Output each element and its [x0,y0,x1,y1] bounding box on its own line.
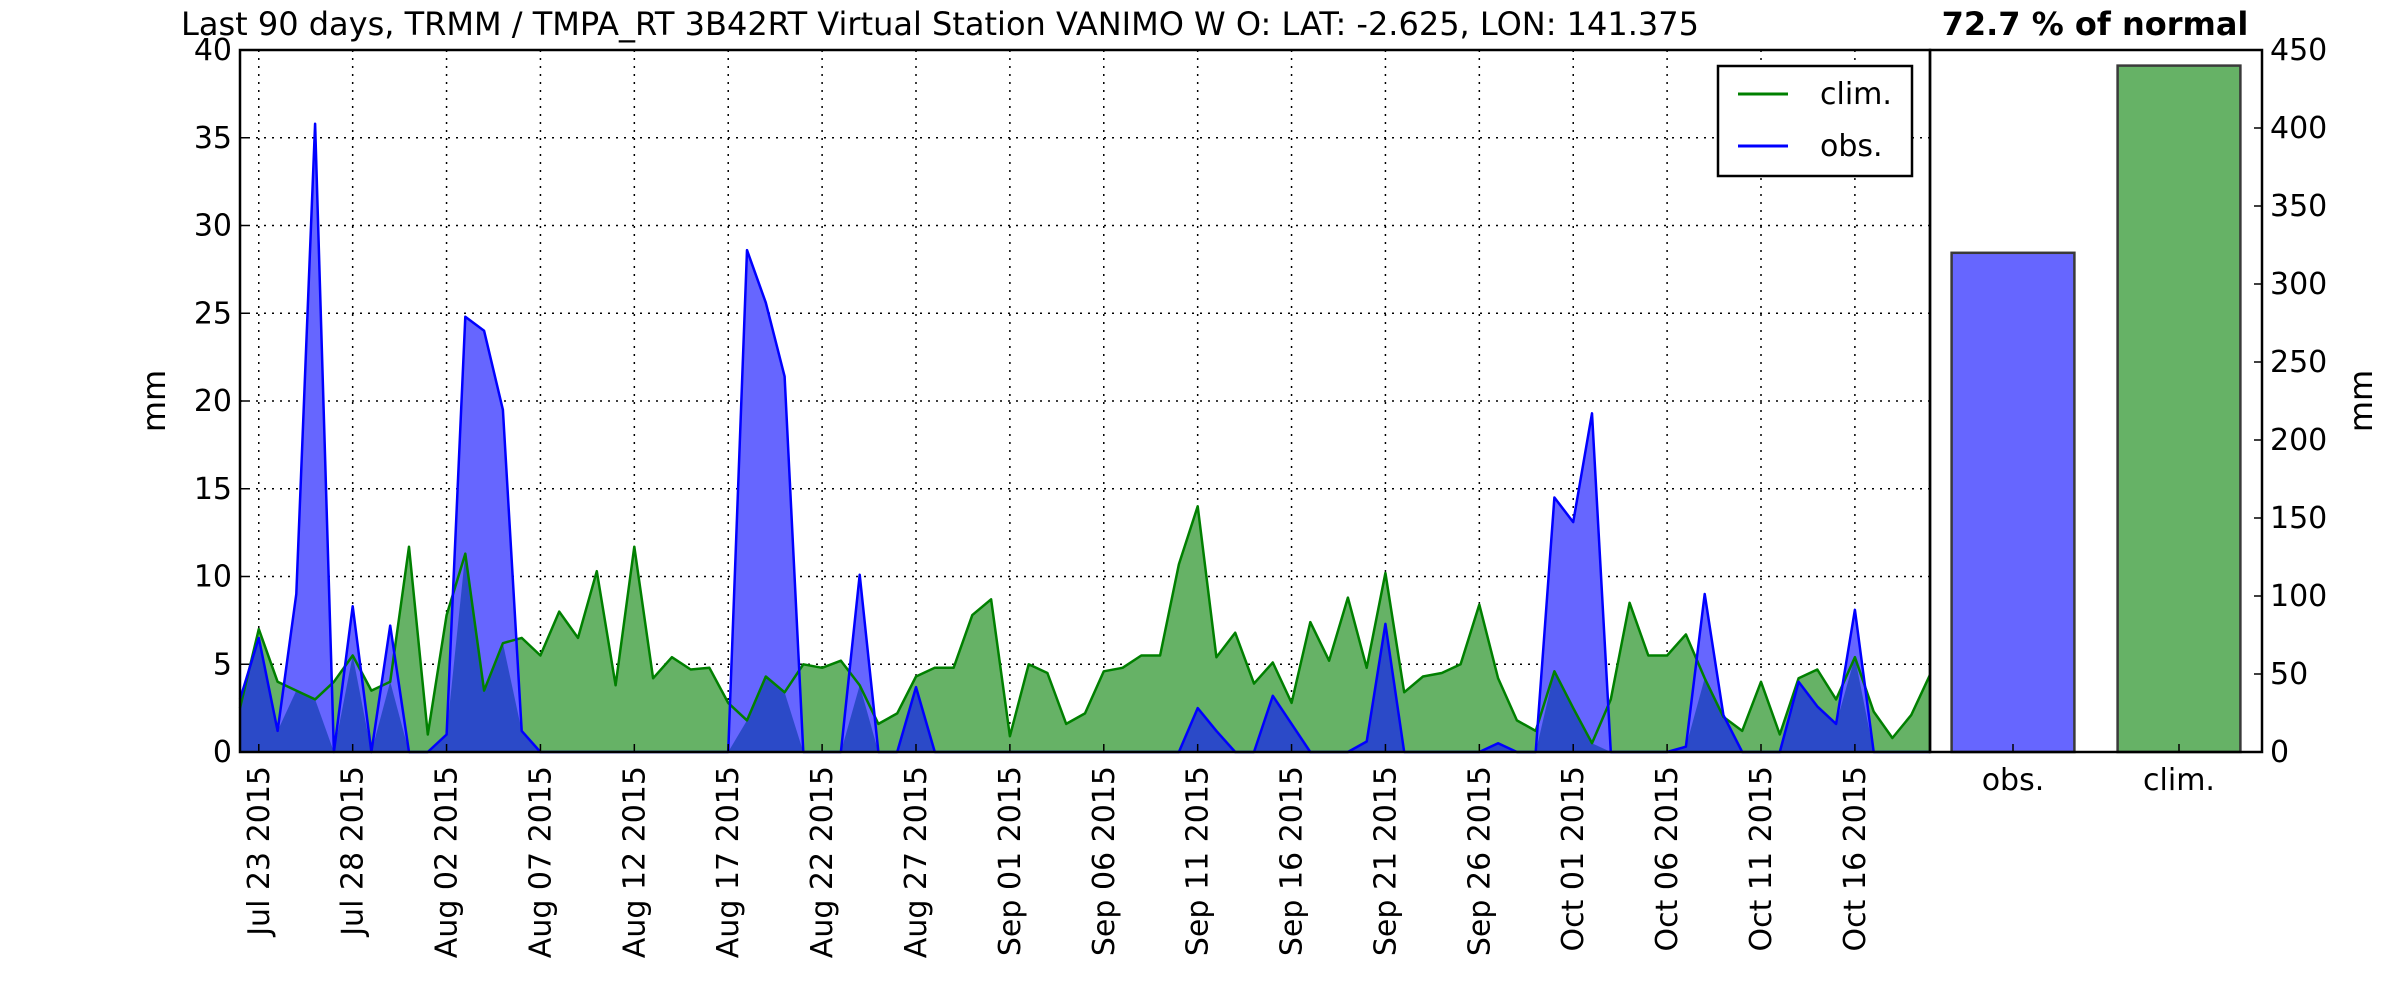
x-tick-label: Sep 26 2015 [1462,766,1497,956]
x-tick-label: Aug 02 2015 [430,766,465,958]
y-tick-label: 5 [213,647,232,682]
legend-box [1716,64,1914,178]
right-y-tick-label: 200 [2270,423,2327,458]
total-rainfall-chart: 72.7 % of normal 0 50 100 150 200 250 300 350 40… [1928,5,2380,798]
right-y-tick-label: 250 [2270,345,2327,380]
daily-chart-y-label: mm [135,370,173,432]
total-chart-y-axis: 0 50 100 150 200 250 300 350 400 450 [2254,33,2327,770]
y-tick-label: 25 [194,296,232,331]
x-tick-label: Jul 28 2015 [336,766,371,938]
clim-area [240,506,1930,752]
x-tick-label: Oct 01 2015 [1556,766,1591,951]
bar-category-label: obs. [1982,763,2045,798]
x-tick-label: Jul 23 2015 [242,766,277,938]
x-tick-label: Aug 12 2015 [617,766,652,958]
right-y-tick-label: 50 [2270,657,2308,692]
daily-chart-y-axis: 0 5 10 15 20 25 30 35 40 [194,33,248,770]
x-tick-label: Aug 17 2015 [711,766,746,958]
total-chart-y-label: mm [2342,370,2380,432]
x-tick-label: Aug 27 2015 [899,766,934,958]
x-tick-label: Sep 11 2015 [1181,766,1216,956]
right-y-tick-label: 400 [2270,111,2327,146]
legend-label-obs: obs. [1820,129,1883,164]
x-tick-label: Aug 22 2015 [805,766,840,958]
right-y-tick-label: 350 [2270,189,2327,224]
right-y-tick-label: 300 [2270,267,2327,302]
y-tick-label: 15 [194,472,232,507]
y-tick-label: 20 [194,384,232,419]
total-chart-x-axis: obs. clim. [1982,744,2215,798]
right-y-tick-label: 100 [2270,579,2327,614]
y-tick-label: 0 [213,735,232,770]
x-tick-label: Oct 06 2015 [1650,766,1685,951]
bar-category-label: clim. [2143,763,2215,798]
x-tick-label: Oct 16 2015 [1838,766,1873,951]
x-tick-label: Sep 01 2015 [993,766,1028,956]
y-tick-label: 30 [194,209,232,244]
daily-chart-title: Last 90 days, TRMM / TMPA_RT 3B42RT Virt… [181,5,1699,43]
total-bar-clim [2116,64,2242,754]
y-tick-label: 40 [194,33,232,68]
x-tick-label: Aug 07 2015 [523,766,558,958]
right-y-tick-label: 150 [2270,501,2327,536]
obs-area [240,123,1930,752]
daily-rainfall-chart: Last 90 days, TRMM / TMPA_RT 3B42RT Virt… [135,5,1932,958]
daily-chart-x-axis: Jul 23 2015 Jul 28 2015 Aug 02 2015 Aug 07 … [242,744,1873,958]
chart-legend: clim. obs. [1716,64,1914,178]
legend-label-clim: clim. [1820,77,1892,112]
total-bar-obs [1950,251,2076,754]
right-y-tick-label: 450 [2270,33,2327,68]
total-chart-frame [1928,48,2264,754]
clim-line [238,505,1932,745]
percent-of-normal-title: 72.7 % of normal [1942,5,2249,43]
x-tick-label: Oct 11 2015 [1744,766,1779,951]
right-y-tick-label: 0 [2270,735,2289,770]
x-tick-label: Sep 16 2015 [1275,766,1310,956]
y-tick-label: 10 [194,560,232,595]
x-tick-label: Sep 06 2015 [1087,766,1122,956]
x-tick-label: Sep 21 2015 [1368,766,1403,956]
y-tick-label: 35 [194,121,232,156]
